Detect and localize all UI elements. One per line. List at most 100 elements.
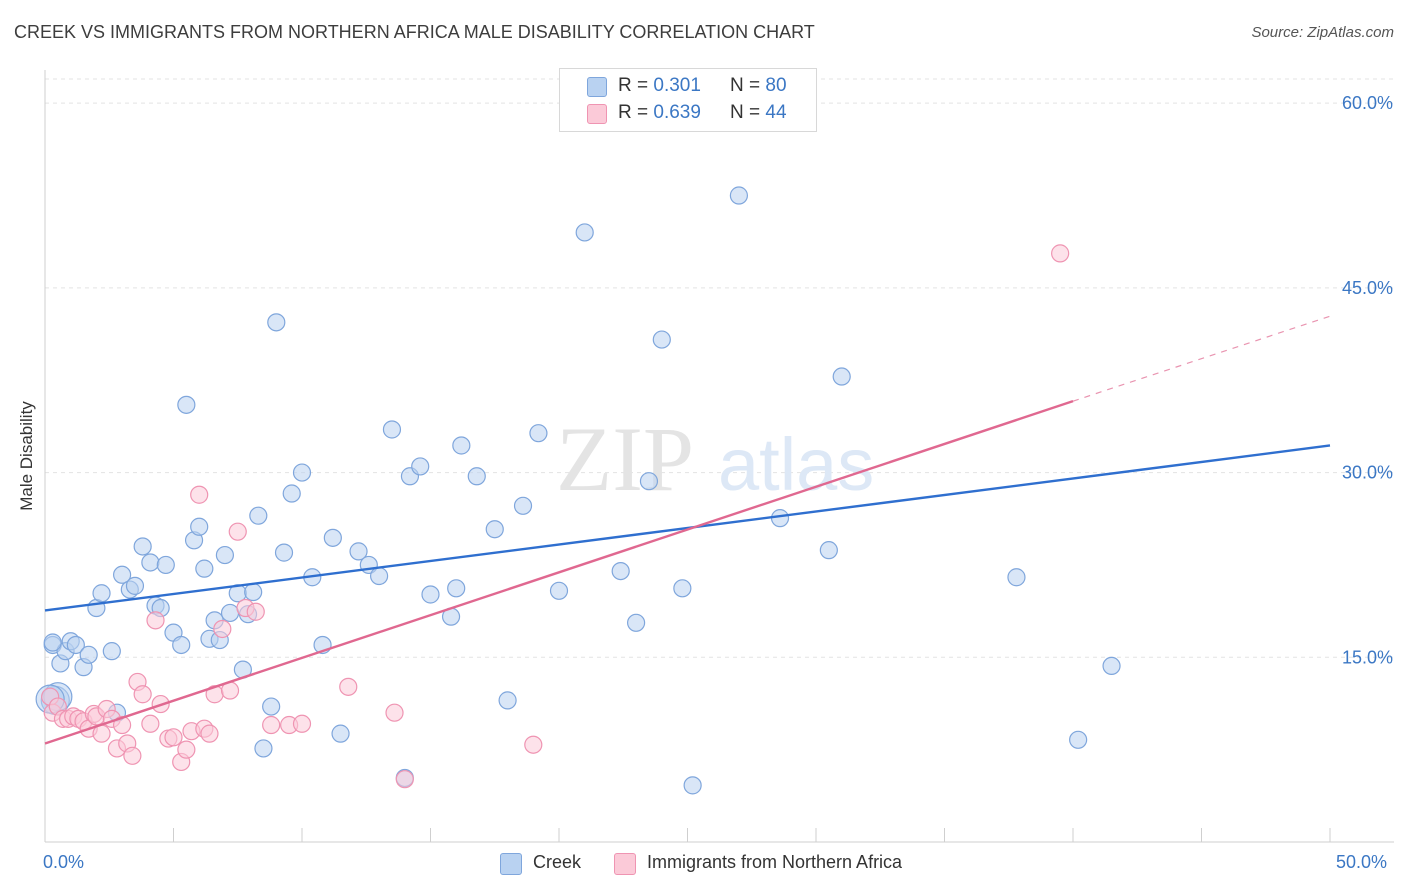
stats-row-immigrants: R = 0.639 N = 44 — [560, 100, 816, 126]
immigrants-r-label: R = — [618, 102, 649, 123]
creek-point — [102, 642, 121, 661]
creek-point — [549, 581, 569, 600]
immigrants-trend-extension — [1072, 315, 1331, 402]
y-tick-label-30: 30.0% — [1342, 463, 1393, 483]
creek-point — [323, 528, 342, 547]
creek-point — [1102, 656, 1121, 676]
data-points — [35, 186, 1121, 795]
creek-point — [331, 724, 350, 743]
creek-point — [172, 635, 191, 655]
y-tick-label-45: 45.0% — [1342, 278, 1393, 298]
creek-point — [156, 555, 175, 575]
immigrants-trend-line — [44, 400, 1074, 745]
legend-immigrants-label: Immigrants from Northern Africa — [647, 852, 903, 872]
creek-point — [349, 542, 368, 561]
creek-point — [274, 543, 294, 562]
immigrants-n-value: 44 — [765, 102, 787, 123]
creek-point — [262, 697, 281, 716]
legend-creek-swatch — [500, 853, 522, 875]
creek-point — [215, 545, 234, 565]
immigrants-point — [177, 740, 196, 759]
creek-point — [190, 517, 209, 536]
trend-lines — [44, 315, 1331, 745]
immigrants-point — [228, 522, 247, 541]
creek-point — [832, 367, 851, 386]
creek-point — [133, 537, 152, 556]
creek-point — [626, 613, 646, 632]
creek-point — [498, 691, 517, 710]
immigrants-point — [133, 685, 152, 704]
immigrants-point — [123, 746, 142, 765]
grid-lines — [45, 78, 1394, 658]
creek-point — [447, 579, 466, 598]
creek-point — [249, 506, 268, 525]
creek-point — [370, 566, 389, 586]
immigrants-point — [190, 485, 209, 504]
immigrants-n-label: N = — [730, 102, 761, 123]
immigrants-point — [524, 735, 543, 754]
creek-point — [141, 553, 160, 572]
immigrants-point — [1051, 244, 1070, 263]
immigrants-point — [112, 715, 132, 735]
tick-labels: 15.0% 30.0% 45.0% 60.0% — [1342, 93, 1393, 667]
stats-legend: R = 0.301 N = 80 R = 0.639 N = 44 — [559, 68, 817, 132]
x-max-label: 50.0% — [1336, 852, 1388, 872]
creek-point — [267, 313, 286, 332]
creek-point — [639, 472, 659, 491]
creek-point — [411, 457, 430, 476]
immigrants-point — [395, 770, 414, 789]
immigrants-point — [141, 714, 160, 733]
immigrants-point — [385, 703, 404, 722]
creek-point — [1007, 568, 1026, 587]
y-tick-label-15: 15.0% — [1342, 647, 1393, 667]
immigrants-point — [146, 611, 165, 630]
immigrants-r-value: 0.639 — [653, 102, 701, 123]
stats-row-creek: R = 0.301 N = 80 — [560, 73, 816, 99]
creek-point — [673, 579, 692, 598]
chart-title: CREEK VS IMMIGRANTS FROM NORTHERN AFRICA… — [14, 22, 815, 42]
creek-point — [652, 330, 671, 349]
creek-r-label: R = — [618, 75, 649, 96]
immigrants-point — [200, 724, 219, 743]
creek-point — [292, 463, 312, 482]
watermark: ZIP atlas — [556, 408, 874, 510]
creek-point — [575, 223, 594, 242]
legend-immigrants-swatch — [614, 853, 636, 875]
immigrants-swatch — [587, 104, 607, 124]
creek-point — [282, 484, 301, 503]
creek-point — [125, 576, 145, 595]
creek-point — [421, 585, 440, 604]
creek-point — [254, 739, 273, 758]
immigrants-point — [246, 602, 265, 621]
creek-point — [452, 436, 471, 455]
creek-trend-line — [44, 444, 1331, 612]
creek-point — [66, 635, 85, 655]
creek-point — [92, 584, 111, 603]
series-immigrants-points — [41, 244, 1070, 789]
source-label: Source: ZipAtlas.com — [1251, 24, 1394, 41]
creek-point — [729, 186, 749, 205]
watermark-zip: ZIP — [556, 408, 694, 510]
immigrants-point — [292, 714, 312, 733]
creek-point — [485, 520, 504, 539]
creek-point — [513, 496, 533, 515]
immigrants-point — [164, 728, 183, 747]
creek-point — [1069, 730, 1088, 749]
creek-point — [43, 633, 62, 652]
creek-point — [177, 395, 196, 414]
creek-point — [819, 541, 838, 560]
creek-point — [770, 509, 790, 528]
creek-point — [467, 467, 486, 486]
immigrants-point — [213, 619, 232, 639]
immigrants-point — [339, 677, 358, 696]
immigrants-point — [262, 715, 281, 735]
creek-point — [683, 776, 702, 795]
creek-swatch — [587, 77, 607, 97]
creek-r-value: 0.301 — [653, 75, 701, 96]
x-min-label: 0.0% — [43, 852, 85, 872]
y-tick-label-60: 60.0% — [1342, 93, 1393, 113]
creek-point — [220, 603, 240, 623]
creek-point — [112, 565, 132, 584]
creek-point — [382, 420, 402, 439]
